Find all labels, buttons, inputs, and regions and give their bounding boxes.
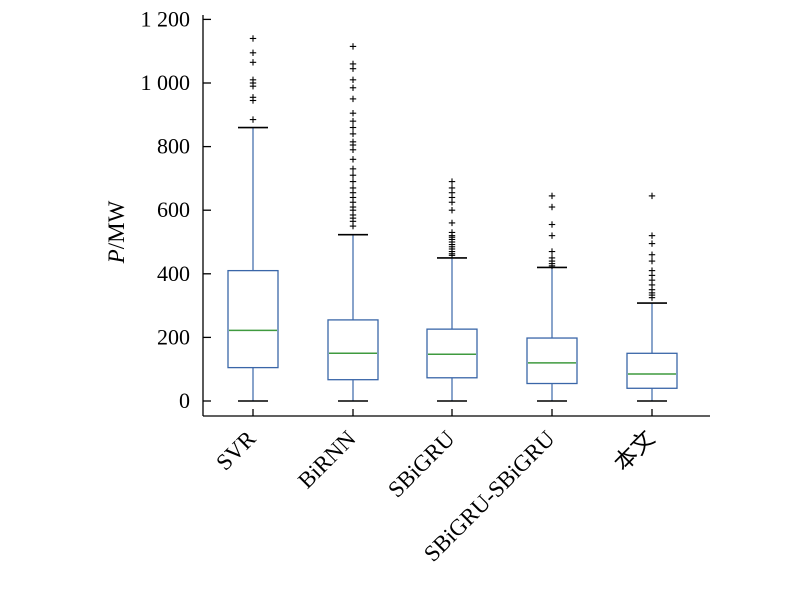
outlier-point — [448, 207, 456, 214]
boxes — [227, 35, 678, 402]
y-tick-label: 200 — [157, 324, 190, 349]
box-group-2 — [327, 43, 379, 402]
outlier-point — [448, 178, 456, 185]
box-group-1 — [227, 35, 279, 402]
category-label: SBiGRU — [383, 426, 460, 503]
outlier-point — [349, 130, 357, 138]
box-group-5 — [626, 192, 678, 402]
outlier-point — [349, 156, 357, 163]
outlier-point — [548, 254, 556, 262]
outlier-point — [548, 203, 556, 211]
y-tick-label: 400 — [157, 261, 190, 286]
box-group-3 — [426, 178, 478, 402]
category-label: SVR — [211, 425, 261, 475]
box — [227, 269, 279, 369]
outlier-point — [648, 232, 656, 239]
box-group-4 — [526, 192, 578, 402]
y-tick-label: 0 — [179, 388, 190, 413]
outlier-point — [548, 192, 556, 200]
outlier-point — [548, 232, 556, 239]
y-tick-label: 600 — [157, 197, 190, 222]
category-label: 本文 — [609, 426, 659, 476]
y-tick-label: 1 000 — [141, 70, 191, 95]
outlier-point — [249, 76, 257, 84]
y-tick-label: 1 200 — [141, 6, 191, 31]
outlier-point — [349, 95, 357, 103]
outlier-point — [349, 178, 357, 185]
outlier-point — [448, 219, 456, 227]
outlier-point — [349, 172, 357, 179]
y-axis-title: P/MW — [104, 200, 129, 264]
outlier-point — [648, 240, 656, 247]
outlier-point — [648, 192, 656, 200]
outlier-point — [349, 110, 357, 117]
outlier-point — [349, 184, 357, 192]
outlier-point — [448, 184, 456, 192]
outlier-point — [349, 43, 357, 50]
outlier-point — [648, 251, 656, 258]
outlier-point — [349, 138, 357, 146]
axes: 0 200 400 600 800 1 000 1 200 — [141, 6, 710, 417]
outlier-point — [548, 221, 556, 228]
box — [426, 328, 478, 379]
outlier-point — [349, 84, 357, 91]
y-axis-title-rest: /MW — [104, 200, 129, 249]
y-tick-label: 800 — [157, 134, 190, 159]
outlier-point — [349, 124, 357, 131]
outlier-point — [548, 248, 556, 255]
box — [626, 352, 678, 389]
box — [526, 337, 578, 385]
outlier-point — [249, 59, 257, 66]
outlier-point — [349, 60, 357, 68]
outlier-point — [448, 229, 456, 236]
outlier-point — [249, 116, 257, 123]
outlier-point — [349, 117, 357, 125]
outlier-point — [249, 49, 257, 56]
y-axis-title-italic: P — [104, 249, 129, 264]
outlier-point — [648, 257, 656, 265]
outlier-point — [249, 35, 257, 42]
category-label: BiRNN — [293, 426, 361, 494]
outlier-point — [349, 76, 357, 84]
box — [327, 319, 379, 381]
outlier-point — [249, 94, 257, 101]
outlier-point — [349, 165, 357, 173]
outlier-point — [648, 267, 656, 274]
